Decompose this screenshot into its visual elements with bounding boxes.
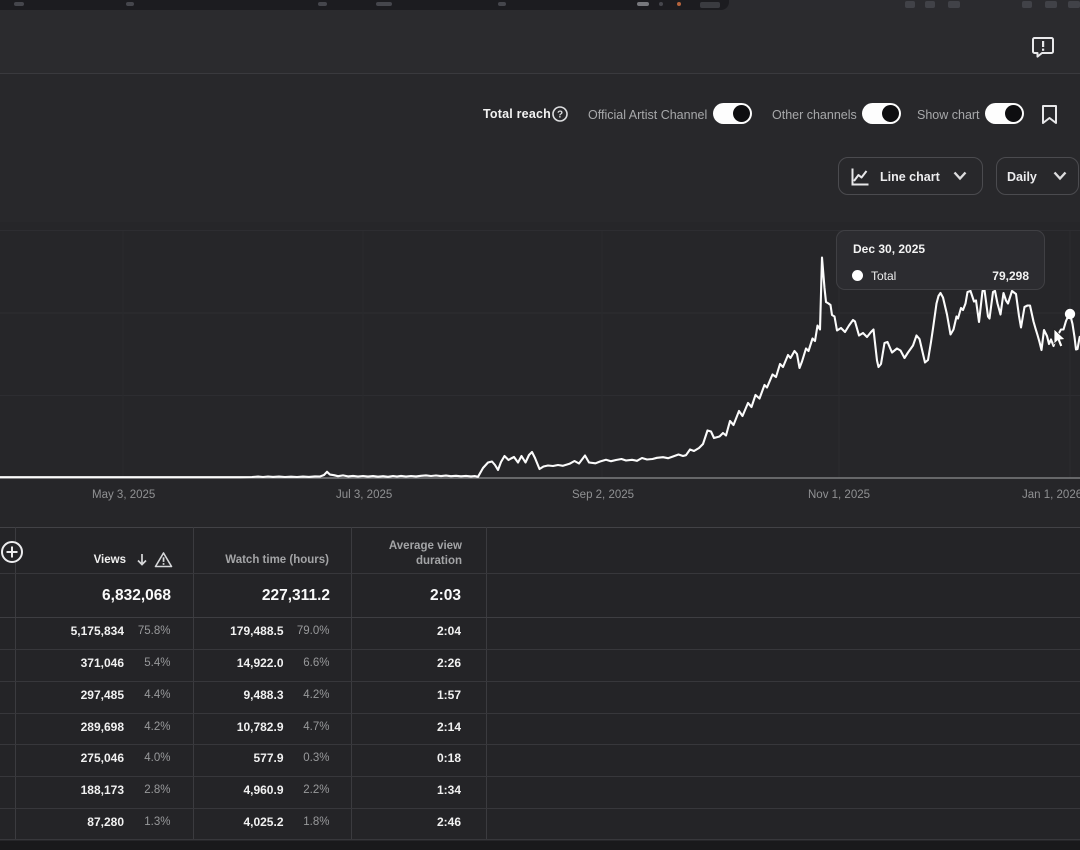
svg-text:?: ? (557, 110, 563, 121)
